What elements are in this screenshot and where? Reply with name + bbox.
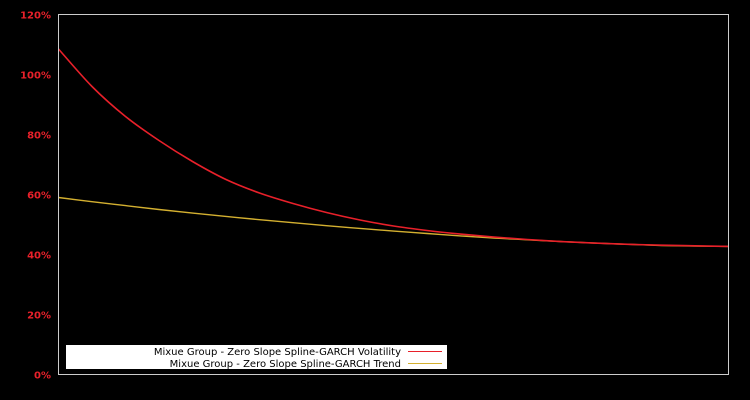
y-tick-label: 20%: [27, 311, 51, 322]
legend: Mixue Group - Zero Slope Spline-GARCH Vo…: [66, 345, 447, 370]
y-tick-label: 120%: [20, 11, 51, 22]
y-tick-label: 60%: [27, 191, 51, 202]
y-axis: 0% 20% 40% 60% 80% 100% 120%: [20, 11, 51, 382]
plot-lines: [57, 48, 729, 248]
plot-frame: [58, 14, 729, 375]
volatility-line: [57, 48, 729, 248]
y-tick-label: 40%: [27, 251, 51, 262]
legend-label-trend: Mixue Group - Zero Slope Spline-GARCH Tr…: [170, 359, 401, 370]
legend-label-volatility: Mixue Group - Zero Slope Spline-GARCH Vo…: [154, 347, 401, 358]
legend-box: [66, 345, 447, 369]
y-tick-label: 100%: [20, 71, 51, 82]
y-tick-label: 80%: [27, 131, 51, 142]
y-tick-label: 0%: [34, 371, 51, 382]
